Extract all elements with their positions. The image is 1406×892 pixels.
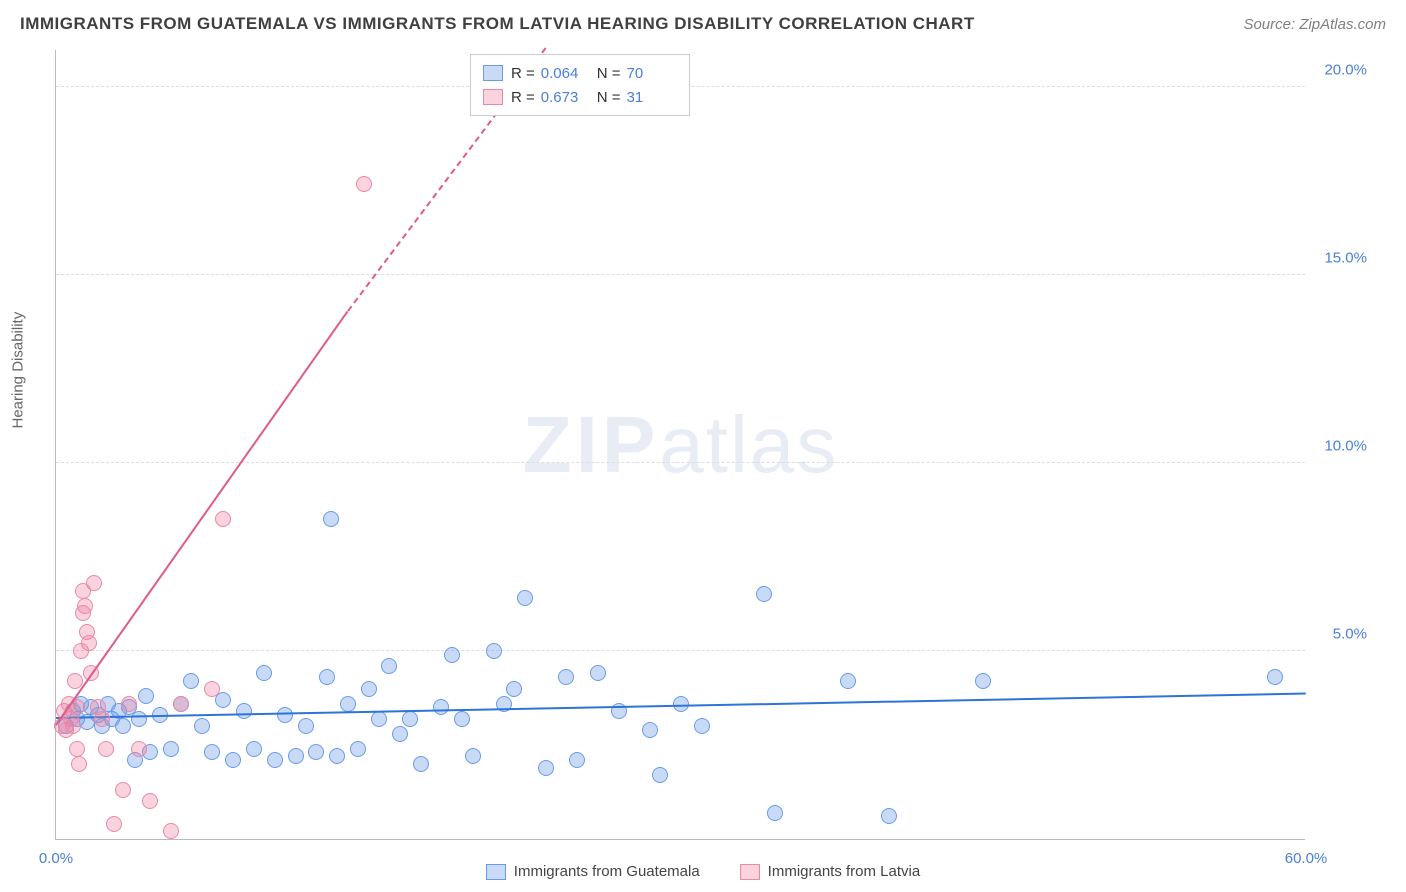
scatter-point-guatemala — [413, 756, 429, 772]
scatter-point-guatemala — [486, 643, 502, 659]
scatter-point-guatemala — [277, 707, 293, 723]
scatter-point-latvia — [115, 782, 131, 798]
scatter-point-guatemala — [350, 741, 366, 757]
scatter-point-latvia — [81, 635, 97, 651]
scatter-point-guatemala — [236, 703, 252, 719]
scatter-point-guatemala — [454, 711, 470, 727]
plot-area: ZIPatlas 5.0%10.0%15.0%20.0%0.0%60.0% — [55, 50, 1305, 840]
legend-series-label: Immigrants from Latvia — [768, 863, 921, 880]
legend-box: R =0.064N =70 R =0.673N =31 — [470, 54, 690, 116]
scatter-point-latvia — [204, 681, 220, 697]
scatter-point-guatemala — [538, 760, 554, 776]
scatter-point-latvia — [77, 598, 93, 614]
scatter-point-guatemala — [138, 688, 154, 704]
legend-swatch — [740, 864, 760, 880]
legend-row-latvia: R =0.673N =31 — [483, 85, 677, 109]
scatter-point-guatemala — [194, 718, 210, 734]
scatter-point-guatemala — [1267, 669, 1283, 685]
legend-text: R =0.673N =31 — [511, 89, 677, 106]
scatter-point-latvia — [356, 176, 372, 192]
scatter-point-latvia — [142, 793, 158, 809]
watermark-zip: ZIP — [523, 400, 659, 489]
scatter-point-guatemala — [298, 718, 314, 734]
scatter-point-guatemala — [204, 744, 220, 760]
scatter-point-guatemala — [433, 699, 449, 715]
scatter-point-latvia — [69, 741, 85, 757]
scatter-point-latvia — [121, 696, 137, 712]
scatter-point-guatemala — [319, 669, 335, 685]
y-tick-label: 10.0% — [1324, 437, 1367, 454]
legend-text: R =0.064N =70 — [511, 65, 677, 82]
bottom-legend-item-guatemala: Immigrants from Guatemala — [486, 863, 700, 880]
scatter-point-latvia — [215, 511, 231, 527]
scatter-point-guatemala — [673, 696, 689, 712]
scatter-point-guatemala — [642, 722, 658, 738]
watermark: ZIPatlas — [523, 399, 838, 491]
scatter-point-guatemala — [465, 748, 481, 764]
scatter-point-guatemala — [256, 665, 272, 681]
scatter-point-guatemala — [340, 696, 356, 712]
scatter-point-guatemala — [288, 748, 304, 764]
scatter-point-guatemala — [767, 805, 783, 821]
scatter-point-guatemala — [506, 681, 522, 697]
scatter-point-latvia — [131, 741, 147, 757]
scatter-point-guatemala — [329, 748, 345, 764]
scatter-point-guatemala — [444, 647, 460, 663]
scatter-point-latvia — [163, 823, 179, 839]
scatter-point-latvia — [106, 816, 122, 832]
legend-swatch — [483, 89, 503, 105]
gridline — [56, 274, 1305, 275]
scatter-point-guatemala — [392, 726, 408, 742]
scatter-point-guatemala — [402, 711, 418, 727]
y-tick-label: 15.0% — [1324, 249, 1367, 266]
scatter-point-latvia — [98, 741, 114, 757]
chart-title: IMMIGRANTS FROM GUATEMALA VS IMMIGRANTS … — [20, 14, 975, 34]
scatter-point-guatemala — [694, 718, 710, 734]
scatter-point-latvia — [71, 756, 87, 772]
scatter-point-latvia — [86, 575, 102, 591]
scatter-point-guatemala — [246, 741, 262, 757]
legend-swatch — [483, 65, 503, 81]
bottom-legend: Immigrants from Guatemala Immigrants from… — [0, 863, 1406, 880]
y-tick-label: 20.0% — [1324, 61, 1367, 78]
scatter-point-guatemala — [381, 658, 397, 674]
scatter-point-latvia — [94, 711, 110, 727]
scatter-point-guatemala — [517, 590, 533, 606]
scatter-point-guatemala — [558, 669, 574, 685]
legend-series-label: Immigrants from Guatemala — [514, 863, 700, 880]
watermark-atlas: atlas — [659, 400, 838, 489]
scatter-point-guatemala — [183, 673, 199, 689]
gridline — [56, 650, 1305, 651]
legend-swatch — [486, 864, 506, 880]
scatter-point-guatemala — [840, 673, 856, 689]
gridline — [56, 462, 1305, 463]
scatter-point-guatemala — [361, 681, 377, 697]
scatter-point-guatemala — [225, 752, 241, 768]
scatter-point-guatemala — [652, 767, 668, 783]
scatter-point-guatemala — [975, 673, 991, 689]
scatter-point-guatemala — [881, 808, 897, 824]
chart-source: Source: ZipAtlas.com — [1243, 16, 1386, 33]
scatter-point-guatemala — [569, 752, 585, 768]
scatter-point-guatemala — [323, 511, 339, 527]
scatter-point-guatemala — [590, 665, 606, 681]
scatter-point-guatemala — [308, 744, 324, 760]
legend-row-guatemala: R =0.064N =70 — [483, 61, 677, 85]
scatter-point-guatemala — [115, 718, 131, 734]
scatter-point-guatemala — [131, 711, 147, 727]
scatter-point-guatemala — [163, 741, 179, 757]
bottom-legend-item-latvia: Immigrants from Latvia — [740, 863, 921, 880]
scatter-point-latvia — [65, 718, 81, 734]
trend-line — [55, 311, 348, 726]
scatter-point-guatemala — [756, 586, 772, 602]
scatter-point-latvia — [173, 696, 189, 712]
y-tick-label: 5.0% — [1333, 625, 1367, 642]
scatter-point-guatemala — [371, 711, 387, 727]
scatter-point-guatemala — [267, 752, 283, 768]
y-axis-label: Hearing Disability — [10, 312, 27, 429]
